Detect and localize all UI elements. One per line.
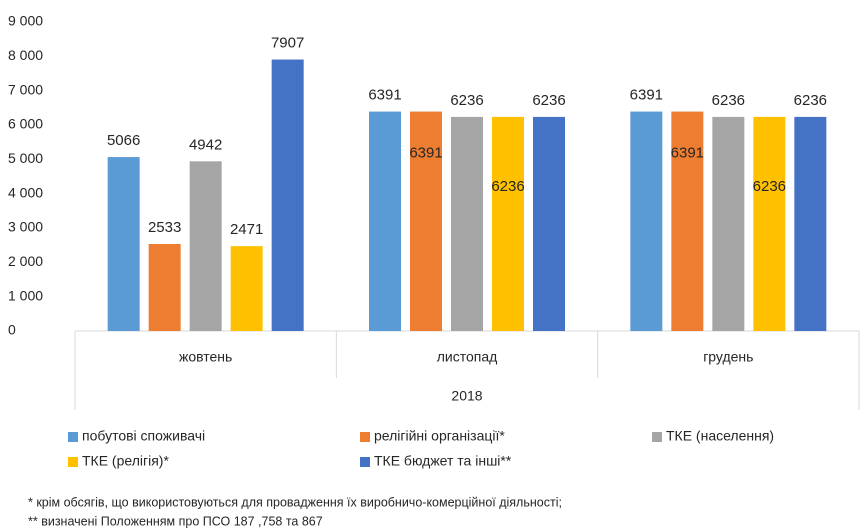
y-tick-label: 2 000 [8, 253, 43, 269]
bar [189, 161, 222, 331]
legend-swatch [652, 432, 662, 442]
y-tick-label: 4 000 [8, 184, 43, 200]
y-tick-label: 1 000 [8, 287, 43, 303]
bar [148, 244, 181, 331]
y-tick-label: 0 [8, 322, 16, 338]
data-label: 4942 [189, 136, 222, 153]
legend-label: ТКЕ (релігія)* [82, 453, 169, 469]
data-label: 2471 [230, 221, 263, 238]
y-tick-label: 9 000 [8, 13, 43, 29]
legend-swatch [68, 457, 78, 467]
bar [230, 246, 263, 331]
bar [630, 111, 663, 331]
y-tick-label: 3 000 [8, 219, 43, 235]
footnote: * крім обсягів, що використовуються для … [28, 495, 562, 509]
bar [753, 116, 786, 331]
data-label: 6391 [409, 145, 442, 162]
data-label: 6236 [491, 178, 524, 195]
data-label: 6391 [630, 87, 663, 104]
bar [533, 116, 565, 331]
legend-swatch [360, 432, 370, 442]
x-axis-label: 2018 [451, 388, 482, 404]
bar [451, 116, 483, 331]
bar [492, 116, 524, 331]
y-tick-label: 8 000 [8, 47, 43, 63]
data-label: 6236 [712, 92, 745, 109]
legend-label: ТКЕ (населення) [666, 428, 774, 444]
y-tick-label: 6 000 [8, 116, 43, 132]
data-label: 6236 [532, 92, 565, 109]
bar [410, 111, 442, 331]
data-label: 6391 [368, 87, 401, 104]
data-label: 6391 [671, 145, 704, 162]
legend-swatch [360, 457, 370, 467]
footnote: ** визначені Положенням про ПСО 187 ,758… [28, 514, 323, 528]
legend-label: побутові споживачі [82, 428, 205, 444]
bar [107, 157, 140, 331]
data-label: 7907 [271, 34, 304, 51]
bar [712, 116, 745, 331]
legend-swatch [68, 432, 78, 442]
x-tick-label: грудень [703, 349, 753, 365]
data-label: 6236 [753, 178, 786, 195]
bar [671, 111, 704, 331]
x-tick-label: листопад [437, 349, 498, 365]
y-tick-label: 7 000 [8, 81, 43, 97]
data-label: 2533 [148, 219, 181, 236]
y-tick-label: 5 000 [8, 150, 43, 166]
bar [271, 59, 304, 331]
data-label: 6236 [450, 92, 483, 109]
legend-label: ТКЕ бюджет та інші** [374, 453, 512, 469]
bar [369, 111, 401, 331]
data-label: 5066 [107, 132, 140, 149]
legend-label: релігійні організації* [374, 428, 505, 444]
x-tick-label: жовтень [179, 349, 232, 365]
bar [794, 116, 827, 331]
data-label: 6236 [794, 92, 827, 109]
